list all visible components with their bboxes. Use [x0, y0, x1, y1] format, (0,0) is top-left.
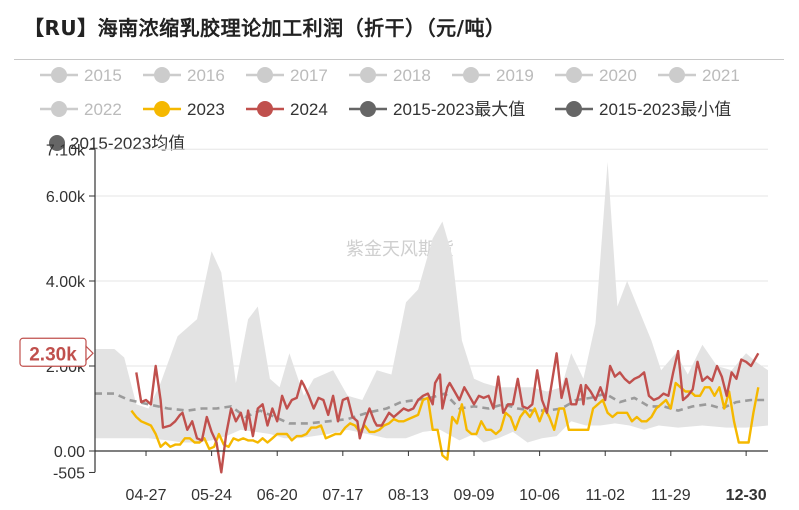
axes [94, 149, 768, 473]
legend-marker [463, 67, 479, 83]
legend-item-2015[interactable]: 2015 [40, 66, 122, 85]
legend-marker [154, 67, 170, 83]
legend-marker [257, 67, 273, 83]
legend-item-2020[interactable]: 2020 [555, 66, 637, 85]
legend-label: 2015 [84, 66, 122, 85]
max-min-range-area [95, 162, 768, 443]
legend-marker [360, 101, 376, 117]
legend-marker [51, 67, 67, 83]
legend-label: 2015-2023均值 [70, 134, 185, 153]
watermark-text: 紫金天风期货 [346, 239, 454, 260]
legend-item-2017[interactable]: 2017 [246, 66, 328, 85]
series-lines [95, 349, 768, 474]
series-line-2023 [130, 381, 760, 461]
legend-label: 2017 [290, 66, 328, 85]
x-tick-label: 06-20 [257, 487, 298, 504]
x-tick-label: 04-27 [126, 487, 167, 504]
legend-item-2021[interactable]: 2021 [658, 66, 740, 85]
legend-marker [566, 67, 582, 83]
legend-item-2024[interactable]: 2024 [246, 100, 328, 119]
legend-item-2022[interactable]: 2022 [40, 100, 122, 119]
y-tick-label: 6.00k [46, 189, 86, 206]
legend-marker [154, 101, 170, 117]
x-tick-label: 11-02 [585, 487, 625, 504]
legend-item-2015-2023[interactable]: 2015-2023均值 [49, 134, 185, 153]
legend-label: 2015-2023最小值 [599, 100, 731, 119]
legend-label: 2019 [496, 66, 534, 85]
legend-label: 2023 [187, 100, 225, 119]
x-tick-label: 10-06 [519, 487, 560, 504]
y-tick-label: 0.00 [54, 444, 85, 461]
legend-item-2019[interactable]: 2019 [452, 66, 534, 85]
chart-legend: 2015 2016 2017 2018 2019 2020 2021 2022 2023 2024… [40, 66, 740, 153]
legend-label: 2018 [393, 66, 431, 85]
legend-item-2023[interactable]: 2023 [143, 100, 225, 119]
legend-label: 2022 [84, 100, 122, 119]
legend-label: 2021 [702, 66, 740, 85]
x-tick-label: 11-29 [651, 487, 691, 504]
x-tick-label: 07-17 [322, 487, 363, 504]
legend-label: 2015-2023最大值 [393, 100, 525, 119]
legend-label: 2024 [290, 100, 328, 119]
x-tick-label: 12-30 [726, 487, 767, 504]
y-tick-label: 4.00k [46, 274, 86, 291]
legend-label: 2020 [599, 66, 637, 85]
legend-label: 2016 [187, 66, 225, 85]
y-tick-label: 7.10k [46, 142, 86, 159]
y-tick-label: -505 [53, 465, 85, 482]
legend-marker [360, 67, 376, 83]
legend-marker [49, 135, 65, 151]
x-tick-label: 05-24 [191, 487, 232, 504]
series-line-mean [95, 392, 768, 425]
legend-item-2016[interactable]: 2016 [143, 66, 225, 85]
max-min-band [95, 162, 768, 443]
current-value-badge: 2.30k [19, 337, 94, 367]
legend-marker [669, 67, 685, 83]
current-value-label: 2.30k [29, 344, 77, 365]
series-line-2024 [135, 349, 760, 474]
current-value-pointer [85, 344, 94, 362]
legend-marker [51, 101, 67, 117]
x-tick-label: 08-13 [388, 487, 429, 504]
title-divider [14, 59, 784, 60]
x-tick-label: 09-09 [454, 487, 495, 504]
chart-title: 【RU】海南浓缩乳胶理论加工利润（折干）（元/吨） [24, 16, 506, 40]
legend-item-2018[interactable]: 2018 [349, 66, 431, 85]
legend-item-2015-2023[interactable]: 2015-2023最大值 [349, 100, 525, 119]
legend-marker [566, 101, 582, 117]
legend-item-2015-2023[interactable]: 2015-2023最小值 [555, 100, 731, 119]
legend-marker [257, 101, 273, 117]
